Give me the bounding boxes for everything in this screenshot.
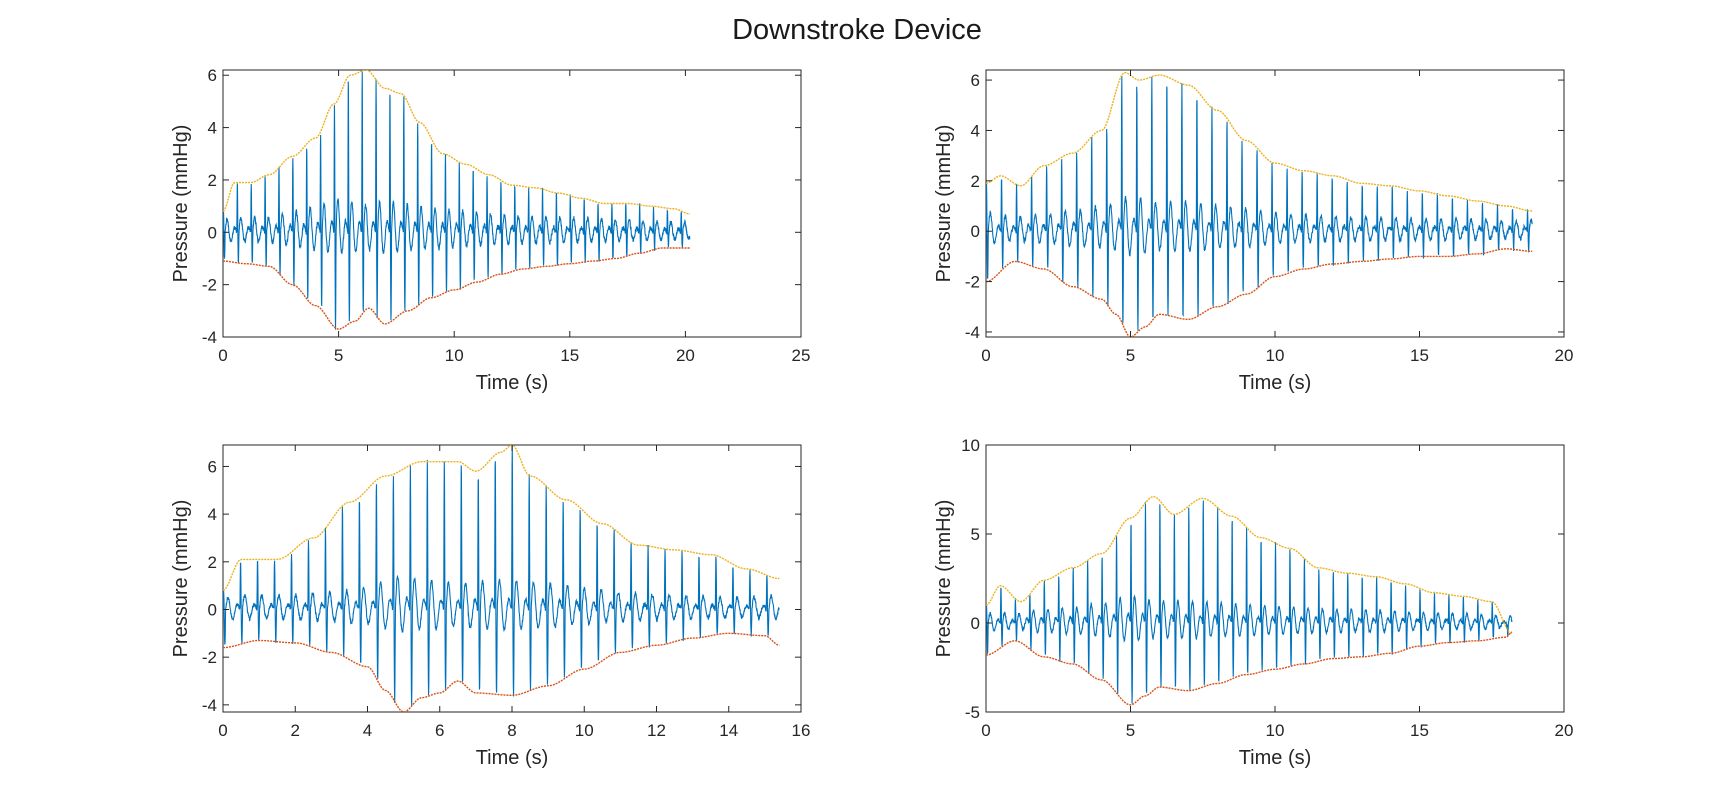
x-tick-label: 10 (575, 721, 594, 740)
signal-line (223, 71, 691, 330)
x-tick-label: 20 (1555, 721, 1574, 740)
y-tick-label: 0 (971, 222, 980, 241)
x-tick-label: 10 (1266, 346, 1285, 365)
y-tick-label: -5 (965, 703, 980, 722)
x-axis-label: Time (s) (1239, 747, 1312, 769)
y-tick-label: 2 (971, 172, 980, 191)
x-tick-label: 4 (363, 721, 372, 740)
y-tick-label: -4 (202, 328, 217, 347)
lower-envelope-line (986, 248, 1533, 337)
y-tick-label: 4 (208, 119, 217, 138)
x-tick-label: 0 (218, 346, 227, 365)
subplot-2: 0 5 10 15 20 -4 -2 0 2 4 6 Time (s) Pressure (mmHg) (933, 69, 1574, 394)
y-tick-label: -4 (202, 696, 217, 715)
y-tick-label: 0 (208, 223, 217, 242)
x-tick-label: 20 (1555, 346, 1574, 365)
y-tick-label: -2 (202, 276, 217, 295)
y-tick-label: 2 (208, 553, 217, 572)
axes-box (222, 69, 802, 338)
y-tick-label: 0 (971, 614, 980, 633)
x-tick-label: 14 (719, 721, 738, 740)
lower-envelope-line (223, 632, 780, 712)
y-tick-label: 6 (208, 66, 217, 85)
lower-envelope-line (223, 247, 691, 330)
subplot-1: 0 5 10 15 20 25 -4 -2 0 2 4 6 Time (s) Pressure (mmHg… (170, 66, 810, 394)
x-tick-label: 6 (435, 721, 444, 740)
y-tick-label: -2 (202, 648, 217, 667)
lower-envelope-line (986, 631, 1513, 706)
y-tick-label: 4 (208, 505, 217, 524)
y-tick-label: 6 (208, 457, 217, 476)
x-tick-label: 0 (218, 721, 227, 740)
x-tick-label: 20 (676, 346, 695, 365)
x-axis-label: Time (s) (476, 747, 549, 769)
x-tick-label: 10 (1266, 721, 1285, 740)
upper-envelope-line (223, 70, 691, 215)
axes-box (985, 69, 1565, 338)
x-tick-label: 15 (560, 346, 579, 365)
y-tick-label: 6 (971, 71, 980, 90)
y-tick-label: 10 (961, 436, 980, 455)
x-tick-label: 16 (792, 721, 811, 740)
x-axis-label: Time (s) (1239, 372, 1312, 394)
figure-title: Downstroke Device (732, 14, 982, 46)
y-axis-label: Pressure (mmHg) (933, 125, 955, 283)
x-tick-label: 0 (981, 721, 990, 740)
x-tick-label: 0 (981, 346, 990, 365)
y-tick-label: -4 (965, 323, 980, 342)
y-tick-label: 0 (208, 600, 217, 619)
x-tick-label: 8 (507, 721, 516, 740)
x-tick-label: 5 (1126, 346, 1135, 365)
x-tick-label: 10 (445, 346, 464, 365)
y-axis-label: Pressure (mmHg) (170, 125, 192, 283)
upper-envelope-line (223, 445, 780, 592)
signal-line (986, 75, 1533, 331)
y-axis-label: Pressure (mmHg) (170, 500, 192, 658)
x-tick-label: 5 (334, 346, 343, 365)
x-tick-label: 12 (647, 721, 666, 740)
x-tick-label: 25 (792, 346, 811, 365)
signal-line (223, 445, 780, 706)
y-tick-label: -2 (965, 273, 980, 292)
x-axis-label: Time (s) (476, 372, 549, 394)
y-axis-label: Pressure (mmHg) (933, 500, 955, 658)
y-tick-label: 5 (971, 525, 980, 544)
x-tick-label: 15 (1410, 721, 1429, 740)
signal-line (986, 500, 1513, 704)
x-tick-label: 2 (291, 721, 300, 740)
y-tick-label: 4 (971, 121, 980, 140)
upper-envelope-line (986, 495, 1513, 635)
x-tick-label: 5 (1126, 721, 1135, 740)
y-tick-label: 2 (208, 171, 217, 190)
x-tick-label: 15 (1410, 346, 1429, 365)
subplot-3: 0 2 4 6 8 10 12 14 16 -4 -2 0 2 4 6 Time (s) Pressure (m… (170, 444, 811, 769)
